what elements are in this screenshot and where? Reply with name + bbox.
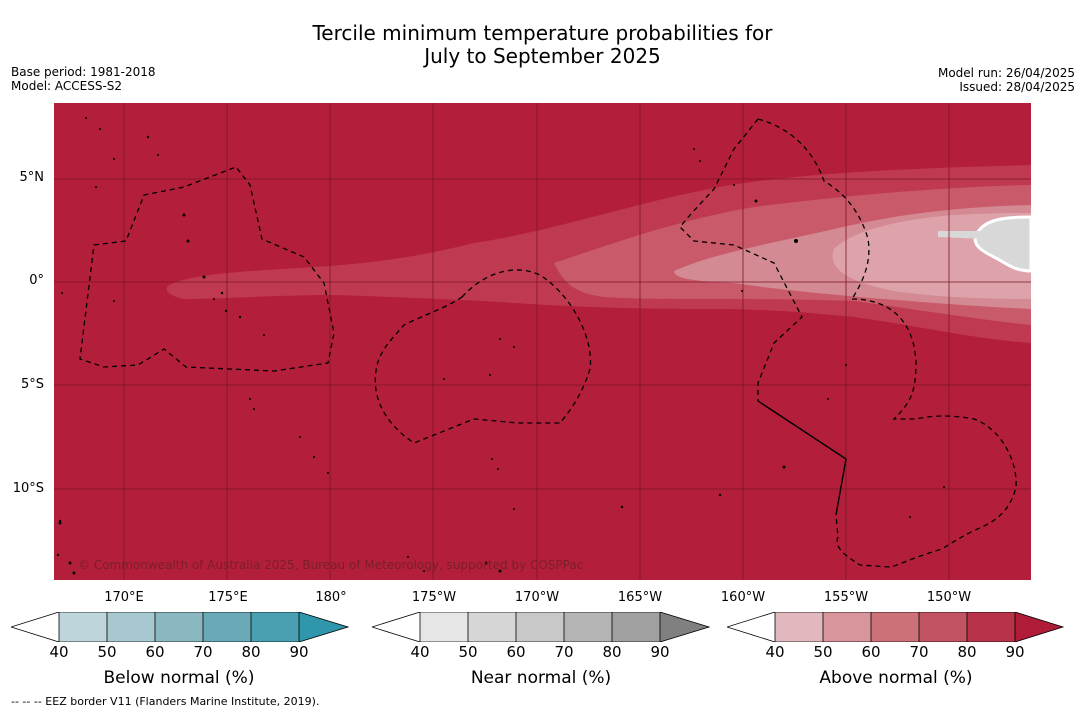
meta-left: Base period: 1981-2018 Model: ACCESS-S2 — [11, 65, 156, 93]
model-name: Model: ACCESS-S2 — [11, 79, 123, 93]
below-tick-80: 80 — [241, 643, 261, 661]
near-normal-patch — [973, 215, 1031, 273]
colorbar-above-normal — [727, 612, 1065, 642]
map-gridlines — [54, 103, 1031, 580]
near-normal-edge — [938, 231, 984, 239]
eez-kiribati-line-west — [679, 118, 803, 401]
colorbar-below-svg — [11, 612, 349, 642]
lon-label-160w: 160°W — [720, 590, 766, 605]
eez-footnote: -- -- -- EEZ border V11 (Flanders Marine… — [11, 695, 320, 708]
colorbar-above-svg — [727, 612, 1065, 642]
title-line-1: Tercile minimum temperature probabilitie… — [312, 21, 773, 45]
lat-label-5n: 5°N — [19, 170, 45, 185]
lon-label-170e: 170°E — [104, 590, 144, 605]
eez-kiribati-gilbert — [79, 166, 335, 372]
colorbar-near-normal — [372, 612, 710, 642]
below-tick-60: 60 — [145, 643, 165, 661]
above-normal-label: Above normal (%) — [819, 668, 973, 688]
lon-label-155w: 155°W — [823, 590, 869, 605]
below-tick-70: 70 — [193, 643, 213, 661]
colorbar-near-svg — [372, 612, 710, 642]
lon-label-175w: 175°W — [411, 590, 457, 605]
eez-french-polynesia — [835, 298, 1017, 568]
eez-borders — [79, 118, 1017, 568]
lon-label-150w: 150°W — [926, 590, 972, 605]
eez-kiribati-line-north — [757, 118, 870, 300]
lon-label-165w: 165°W — [617, 590, 663, 605]
below-tick-90: 90 — [289, 643, 309, 661]
near-tick-60: 60 — [506, 643, 526, 661]
colorbar-below-normal — [11, 612, 349, 642]
near-tick-80: 80 — [602, 643, 622, 661]
lat-label-10s: 10°S — [12, 481, 44, 496]
model-run: Model run: 26/04/2025 — [937, 66, 1075, 80]
below-tick-40: 40 — [49, 643, 69, 661]
below-tick-50: 50 — [97, 643, 117, 661]
eez-tokelau — [374, 269, 592, 444]
island-markers — [56, 117, 945, 575]
above-tick-90: 90 — [1005, 643, 1025, 661]
lat-label-5s: 5°S — [20, 377, 44, 392]
probability-map — [54, 103, 1031, 580]
chart-title: Tercile minimum temperature probabilitie… — [0, 22, 1085, 68]
title-line-2: July to September 2025 — [424, 44, 661, 68]
above-tick-80: 80 — [957, 643, 977, 661]
map-svg — [54, 103, 1031, 580]
near-tick-70: 70 — [554, 643, 574, 661]
above-tick-70: 70 — [909, 643, 929, 661]
above-tick-40: 40 — [765, 643, 785, 661]
lon-label-175e: 175°E — [208, 590, 248, 605]
below-normal-label: Below normal (%) — [103, 668, 255, 688]
lat-label-0: 0° — [29, 273, 44, 288]
eez-boundary-solid — [757, 400, 847, 516]
issued-date: Issued: 28/04/2025 — [959, 80, 1075, 94]
base-period: Base period: 1981-2018 — [11, 65, 156, 79]
near-normal-label: Near normal (%) — [470, 668, 612, 688]
near-tick-90: 90 — [650, 643, 670, 661]
lon-label-180: 180° — [315, 590, 347, 605]
lon-label-170w: 170°W — [514, 590, 560, 605]
copyright-notice: © Commonwealth of Australia 2025, Bureau… — [78, 558, 584, 572]
near-tick-50: 50 — [458, 643, 478, 661]
near-tick-40: 40 — [410, 643, 430, 661]
meta-right: Model run: 26/04/2025 Issued: 28/04/2025 — [938, 66, 1075, 94]
above-tick-60: 60 — [861, 643, 881, 661]
above-tick-50: 50 — [813, 643, 833, 661]
